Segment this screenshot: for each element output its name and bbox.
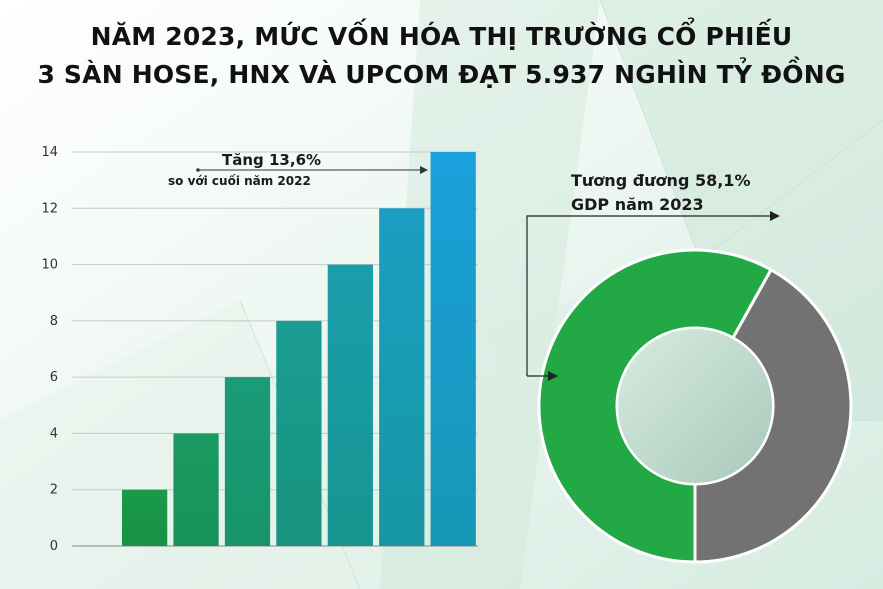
y-tick-label: 12 [41,201,58,216]
y-tick-label: 14 [41,145,58,160]
increase-arrow-head [420,166,428,174]
donut-annotation-gdp-year: GDP năm 2023 [571,195,704,214]
y-tick-label: 4 [50,426,58,441]
bar-annotation-compare: so với cuối năm 2022 [168,174,311,188]
y-tick-label: 10 [41,258,58,273]
donut-slice [693,267,853,564]
bar [122,489,168,546]
page-title-line-2: 3 SÀN HOSE, HNX VÀ UPCOM ĐẠT 5.937 NGHÌN… [37,60,846,89]
y-tick-label: 0 [50,539,58,554]
bar [224,377,271,546]
y-tick-label: 8 [50,314,58,329]
increase-arrow-tail [196,168,200,172]
bar [379,208,425,547]
y-tick-label: 2 [50,483,58,498]
page-title-line-1: NĂM 2023, MỨC VỐN HÓA THỊ TRƯỜNG CỔ PHIẾ… [90,22,793,51]
bar [430,152,476,546]
bar [173,433,219,546]
donut-annotation-gdp-share: Tương đương 58,1% [571,171,751,190]
bar [276,320,322,546]
gdp-bracket-line [526,215,770,376]
donut-hole [618,329,772,483]
bar [327,264,373,546]
gdp-arrow-head-in [548,371,558,381]
donut-slice [537,248,774,564]
bar-annotation-increase: Tăng 13,6% [222,151,322,169]
y-tick-label: 6 [50,370,58,385]
gdp-arrow-head-right [770,211,780,221]
